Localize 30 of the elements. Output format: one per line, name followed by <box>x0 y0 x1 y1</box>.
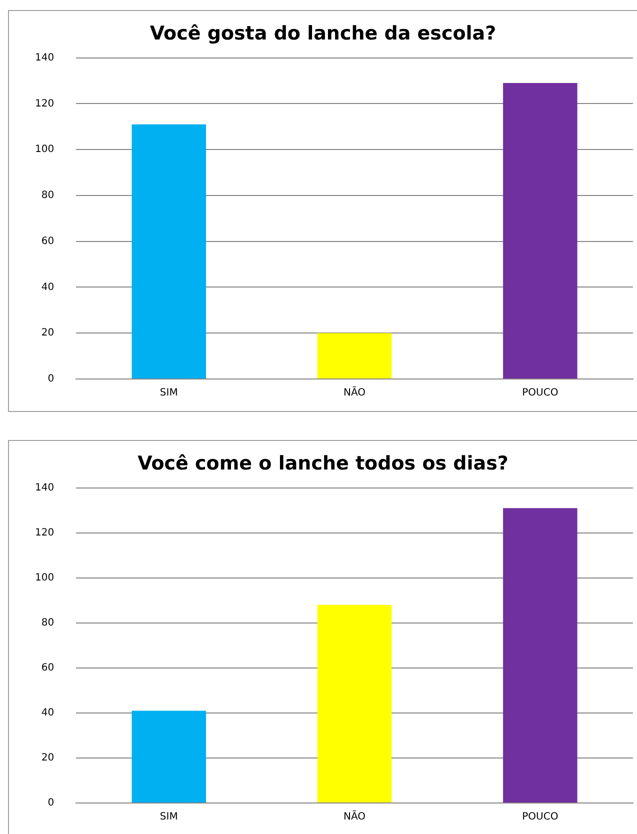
y-tick-label: 40 <box>41 708 54 719</box>
y-tick-label: 80 <box>41 190 54 202</box>
bar <box>132 124 206 378</box>
chart-title: Você gosta do lanche da escola? <box>150 22 496 44</box>
bar <box>317 333 392 378</box>
y-tick-label: 100 <box>34 572 54 584</box>
y-tick-label: 40 <box>41 282 54 293</box>
x-tick-label: POUCO <box>522 812 558 823</box>
x-tick-label: NÃO <box>344 810 366 823</box>
x-tick-label: NÃO <box>344 386 366 399</box>
y-tick-label: 120 <box>34 98 54 110</box>
y-tick-label: 20 <box>41 328 54 339</box>
y-tick-label: 80 <box>41 617 54 628</box>
y-tick-label: 140 <box>34 52 54 64</box>
y-tick-label: 140 <box>34 482 54 494</box>
y-tick-label: 100 <box>34 144 54 156</box>
x-tick-label: POUCO <box>522 388 558 399</box>
y-tick-label: 60 <box>41 662 54 674</box>
y-tick-label: 0 <box>48 374 54 385</box>
y-tick-label: 120 <box>34 527 54 538</box>
y-tick-label: 60 <box>41 236 54 247</box>
bar <box>503 83 578 378</box>
x-tick-label: SIM <box>160 812 178 823</box>
bar <box>503 508 578 802</box>
bar <box>317 604 392 802</box>
bar <box>132 710 206 802</box>
y-tick-label: 20 <box>41 752 54 764</box>
x-tick-label: SIM <box>160 388 178 399</box>
y-tick-label: 0 <box>48 798 54 809</box>
chart-title: Você come o lanche todos os dias? <box>138 452 508 474</box>
